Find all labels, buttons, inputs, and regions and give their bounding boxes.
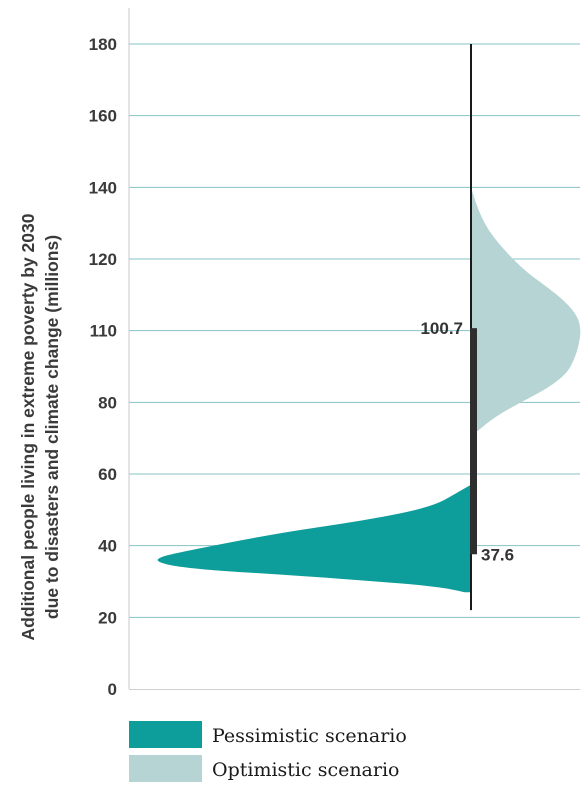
legend-label: Pessimistic scenario bbox=[212, 725, 407, 747]
interval-bar bbox=[470, 328, 477, 555]
y-tick-label: 20 bbox=[98, 608, 117, 627]
y-tick-label: 160 bbox=[89, 107, 117, 126]
label-optimistic-value: 100.7 bbox=[420, 319, 463, 338]
y-tick-label: 0 bbox=[108, 680, 117, 699]
gridlines bbox=[129, 43, 580, 690]
legend: Pessimistic scenario Optimistic scenario bbox=[129, 721, 407, 782]
y-tick-label: 110 bbox=[90, 322, 117, 341]
legend-swatch bbox=[129, 755, 202, 782]
interval-markers: 100.7 37.6 bbox=[420, 44, 514, 611]
legend-swatch bbox=[129, 721, 202, 748]
y-axis-label-line: due to disasters and climate change (mil… bbox=[42, 235, 62, 619]
series-area-pessimistic bbox=[157, 484, 471, 593]
legend-label: Optimistic scenario bbox=[212, 759, 400, 781]
label-pessimistic-value: 37.6 bbox=[481, 545, 514, 564]
y-tick-label: 120 bbox=[89, 250, 117, 269]
series-areas bbox=[157, 187, 581, 593]
y-tick-label: 80 bbox=[98, 393, 117, 412]
y-tick-label: 140 bbox=[89, 178, 117, 197]
y-axis-label: Additional people living in extreme pove… bbox=[18, 213, 62, 640]
series-area-optimistic bbox=[471, 187, 581, 431]
y-tick-label: 180 bbox=[89, 35, 117, 54]
y-tick-labels: 0 20 40 60 80 110 120 140 160 180 bbox=[89, 35, 117, 699]
y-axis-label-line: Additional people living in extreme pove… bbox=[18, 213, 38, 640]
y-tick-label: 60 bbox=[98, 465, 117, 484]
y-tick-label: 40 bbox=[98, 537, 117, 556]
